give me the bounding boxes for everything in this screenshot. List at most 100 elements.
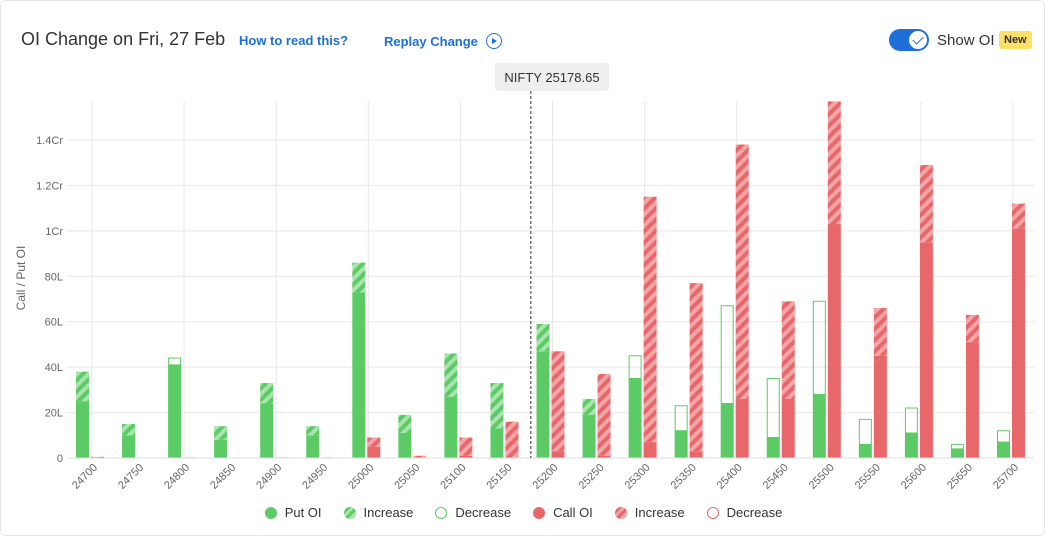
x-tick-label: 25550 (853, 462, 883, 492)
put-decrease-bar (720, 305, 734, 404)
call-increase-bar (781, 301, 795, 399)
call-oi-bar (459, 455, 473, 458)
put-decrease-bar (168, 357, 182, 366)
put-oi-bar (628, 378, 642, 458)
call-increase-bar (91, 456, 104, 458)
put-oi-bar (444, 396, 458, 458)
put-increase-bar (306, 426, 320, 436)
check-icon (912, 33, 924, 45)
legend-call-decrease-swatch (706, 506, 719, 519)
y-tick-label: 80L (45, 271, 63, 283)
call-oi-bar (689, 451, 703, 458)
show-oi-label: Show OI (937, 32, 995, 49)
legend-put-decrease-swatch (435, 506, 448, 519)
toggle-knob (909, 31, 927, 49)
page-title: OI Change on Fri, 27 Feb (21, 29, 226, 49)
chart-legend: Put OI Increase Decrease Call OI Increas… (1, 505, 1045, 520)
put-oi-bar (490, 428, 504, 458)
oi-bar-chart: 0 20L 40L 60L 80L 1Cr 1.2Cr 1.4Cr Call / Put OI 2… (14, 91, 1034, 492)
call-increase-bar (505, 421, 519, 458)
call-increase-bar (735, 144, 749, 399)
put-oi-bar (582, 414, 596, 458)
replay-change-button[interactable]: Replay Change (384, 33, 502, 49)
put-oi-bar (766, 437, 780, 458)
put-oi-bar (398, 433, 412, 458)
x-tick-label: 25300 (623, 462, 653, 492)
put-increase-bar (214, 426, 228, 440)
call-oi-bar (965, 342, 979, 458)
x-tick-label: 25200 (531, 462, 561, 492)
call-increase-bar (413, 455, 427, 458)
put-oi-bar (214, 439, 228, 458)
put-increase-bar (352, 262, 366, 293)
call-oi-bar (551, 451, 565, 458)
legend-put-oi-swatch (264, 506, 277, 519)
call-increase-bar (551, 351, 565, 452)
put-oi-bar (536, 351, 550, 458)
how-to-read-link[interactable]: How to read this? (239, 33, 349, 48)
y-tick-label: 1Cr (45, 226, 63, 238)
put-increase-bar (260, 383, 274, 404)
put-oi-bar (950, 448, 964, 458)
x-tick-label: 24750 (116, 462, 146, 492)
y-tick-label: 40L (45, 362, 63, 374)
x-tick-label: 25600 (899, 462, 929, 492)
legend-call-increase[interactable]: Increase (614, 505, 685, 520)
put-decrease-bar (812, 300, 826, 395)
legend-call-oi-swatch (533, 506, 546, 519)
x-tick-label: 24950 (300, 462, 330, 492)
call-oi-bar (643, 442, 657, 458)
put-increase-bar (536, 323, 550, 352)
legend-put-oi[interactable]: Put OI (264, 505, 322, 520)
x-tick-label: 25400 (715, 462, 745, 492)
y-tick-label: 1.2Cr (36, 180, 63, 192)
x-tick-label: 24800 (162, 462, 192, 492)
put-decrease-bar (997, 430, 1010, 443)
put-increase-bar (490, 383, 504, 429)
call-increase-bar (459, 437, 473, 456)
put-oi-bar (352, 292, 366, 458)
put-oi-bar (168, 364, 182, 458)
call-increase-bar (367, 437, 381, 447)
y-tick-label: 20L (45, 408, 63, 420)
put-oi-bar (76, 401, 89, 458)
legend-call-decrease[interactable]: Decrease (706, 505, 783, 520)
x-tick-label: 25500 (807, 462, 837, 492)
put-increase-bar (444, 353, 458, 397)
call-oi-bar (781, 398, 795, 458)
put-oi-bar (674, 430, 688, 458)
y-tick-label: 60L (45, 317, 63, 329)
put-oi-bar (858, 444, 872, 458)
put-oi-bar (997, 442, 1010, 458)
call-oi-bar (367, 446, 381, 458)
legend-put-increase[interactable]: Increase (343, 505, 414, 520)
legend-put-increase-label: Increase (363, 505, 414, 520)
put-increase-bar (582, 398, 596, 415)
y-tick-label: 0 (57, 453, 63, 465)
put-decrease-bar (904, 407, 918, 434)
put-increase-bar (398, 414, 412, 434)
x-tick-label: 25250 (577, 462, 607, 492)
legend-put-decrease[interactable]: Decrease (435, 505, 511, 520)
call-oi-bar (1012, 228, 1025, 458)
put-oi-bar (260, 403, 274, 458)
x-tick-label: 25000 (346, 462, 376, 492)
x-tick-label: 25450 (761, 462, 791, 492)
legend-call-oi[interactable]: Call OI (533, 505, 593, 520)
put-decrease-bar (950, 443, 964, 450)
legend-put-oi-label: Put OI (284, 505, 322, 520)
x-tick-label: 24900 (254, 462, 284, 492)
put-oi-bar (812, 394, 826, 458)
y-tick-label: 1.4Cr (36, 135, 63, 147)
call-oi-bar (827, 224, 841, 458)
legend-call-decrease-label: Decrease (726, 505, 783, 520)
put-oi-bar (904, 433, 918, 458)
call-increase-bar (827, 101, 841, 225)
show-oi-toggle[interactable] (889, 29, 929, 51)
x-tick-label: 24850 (208, 462, 238, 492)
put-decrease-bar (674, 405, 688, 432)
legend-call-increase-swatch (614, 506, 627, 519)
call-increase-bar (1012, 203, 1025, 229)
put-increase-bar (122, 423, 136, 436)
